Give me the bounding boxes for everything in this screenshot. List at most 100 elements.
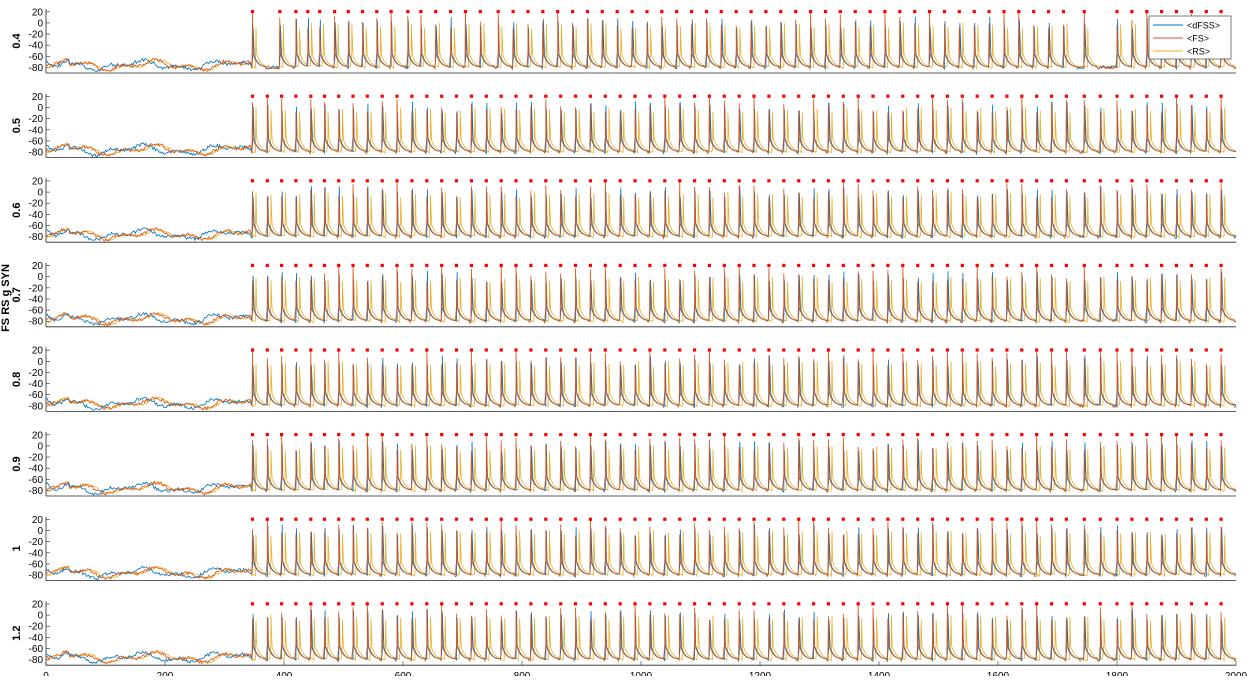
stimulus-marker	[1219, 433, 1223, 437]
stimulus-marker	[440, 602, 444, 606]
stimulus-marker	[797, 433, 801, 437]
stimulus-marker	[1160, 10, 1164, 14]
stimulus-marker	[499, 348, 503, 352]
stimulus-marker	[618, 348, 622, 352]
stimulus-marker	[365, 517, 369, 521]
stimulus-marker	[1020, 263, 1024, 267]
stimulus-marker	[514, 517, 518, 521]
stimulus-marker	[1189, 179, 1193, 183]
panel-0-9: 200-20-40-60-80 0.9	[11, 430, 1237, 497]
stimulus-marker	[1082, 179, 1086, 183]
stimulus-marker	[309, 517, 313, 521]
stimulus-marker	[1035, 263, 1039, 267]
stimulus-marker	[1050, 348, 1054, 352]
x-tick-label: 2000	[1225, 671, 1247, 676]
stimulus-marker	[633, 348, 637, 352]
y-tick-label: 20	[32, 430, 44, 441]
stimulus-marker	[1130, 348, 1134, 352]
stimulus-marker	[337, 433, 341, 437]
stimulus-marker	[663, 517, 667, 521]
stimulus-marker	[945, 517, 949, 521]
stimulus-marker	[588, 348, 592, 352]
stimulus-marker	[380, 263, 384, 267]
stimulus-marker	[975, 517, 979, 521]
stimulus-marker	[469, 348, 473, 352]
stimulus-marker	[856, 433, 860, 437]
y-tick-label: -60	[29, 390, 44, 401]
stimulus-marker	[322, 179, 327, 183]
stimulus-marker	[559, 263, 563, 267]
stimulus-marker	[425, 94, 429, 98]
stimulus-marker	[1145, 348, 1149, 352]
stimulus-marker	[812, 179, 816, 183]
stimulus-marker	[856, 348, 860, 352]
stimulus-marker	[707, 433, 711, 437]
y-tick-label: -20	[29, 622, 44, 633]
y-tick-label: -60	[29, 559, 44, 570]
stimulus-marker	[1145, 433, 1149, 437]
stimulus-marker	[425, 348, 429, 352]
stimulus-marker	[916, 348, 920, 352]
stimulus-marker	[603, 602, 607, 606]
stimulus-marker	[280, 263, 284, 267]
stimulus-marker	[571, 10, 575, 14]
x-tick-label: 800	[514, 671, 531, 676]
stimulus-marker	[425, 263, 429, 267]
stimulus-marker	[663, 602, 667, 606]
stimulus-marker	[618, 179, 622, 183]
trace-fs	[45, 349, 1237, 411]
stimulus-marker	[990, 602, 994, 606]
stimulus-marker	[886, 517, 890, 521]
y-tick-label: 20	[32, 176, 44, 187]
stimulus-marker	[1050, 94, 1054, 98]
stimulus-marker	[767, 94, 771, 98]
stimulus-marker	[395, 517, 399, 521]
stimulus-marker	[514, 179, 518, 183]
stimulus-marker	[395, 433, 399, 437]
y-tick-label: -40	[29, 379, 44, 390]
stimulus-marker	[280, 517, 284, 521]
stimulus-marker	[1189, 348, 1193, 352]
y-tick-label: 0	[37, 188, 43, 199]
stimulus-marker	[1189, 10, 1193, 14]
stimulus-marker	[633, 517, 637, 521]
stimulus-marker	[648, 94, 652, 98]
stimulus-marker	[1098, 602, 1102, 606]
stimulus-marker	[544, 602, 548, 606]
stimulus-marker	[454, 517, 459, 521]
stimulus-marker	[544, 433, 548, 437]
y-tick-label: -60	[29, 475, 44, 486]
stimulus-marker	[434, 10, 438, 14]
stimulus-marker	[990, 179, 994, 183]
stimulus-marker	[280, 433, 284, 437]
stimulus-marker	[406, 10, 410, 14]
stimulus-marker	[499, 517, 503, 521]
stimulus-marker	[1204, 602, 1208, 606]
stimulus-marker	[975, 94, 979, 98]
stimulus-marker	[469, 517, 473, 521]
stimulus-marker	[633, 263, 637, 267]
stimulus-marker	[425, 179, 429, 183]
stimulus-marker	[856, 94, 860, 98]
stimulus-marker	[660, 10, 664, 14]
panel-label: 0.6	[11, 203, 23, 218]
stimulus-marker	[1064, 263, 1068, 267]
stimulus-marker	[1219, 179, 1223, 183]
stimulus-marker	[812, 348, 816, 352]
stimulus-marker	[871, 94, 875, 98]
stimulus-marker	[856, 179, 860, 183]
stimulus-marker	[972, 10, 976, 14]
stimulus-marker	[901, 263, 905, 267]
stimulus-marker	[337, 179, 341, 183]
y-tick-label: 20	[32, 599, 44, 610]
stimulus-marker	[1061, 10, 1065, 14]
panel-label: 0.7	[11, 287, 23, 302]
stimulus-marker	[544, 517, 548, 521]
stimulus-marker	[265, 263, 269, 267]
stimulus-marker	[511, 10, 515, 14]
stimulus-marker	[1115, 10, 1119, 14]
stimulus-marker	[1160, 433, 1164, 437]
legend-label-rs: <RS>	[1187, 47, 1210, 57]
stimulus-marker	[841, 94, 845, 98]
stimulus-marker	[633, 179, 637, 183]
